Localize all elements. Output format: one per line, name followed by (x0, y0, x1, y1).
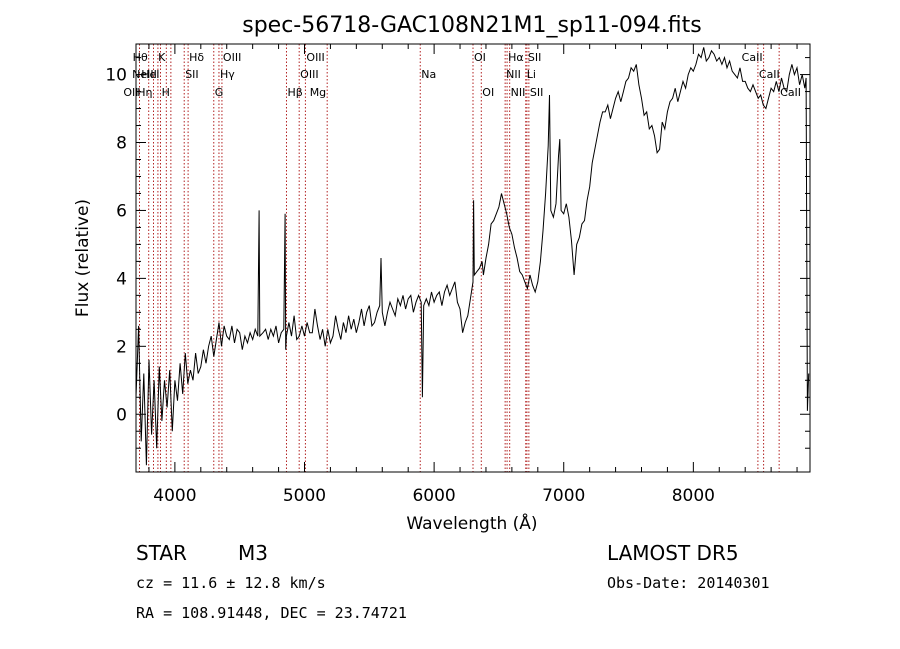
spectral-line-label: Hδ (189, 51, 204, 64)
x-axis-title: Wavelength (Å) (406, 512, 537, 534)
x-tick-label: 6000 (412, 486, 455, 506)
spectrum-series-line (135, 47, 810, 466)
spectral-line-label: NII (511, 86, 526, 99)
chart-title: spec-56718-GAC108N21M1_sp11-094.fits (242, 13, 702, 38)
spectral-line-label: NII (506, 68, 521, 81)
spectral-line-label: OI (474, 51, 486, 64)
spectral-line-label: Mg (310, 86, 326, 99)
x-axis-ticks: 4000 5000 6000 7000 8000 (148, 44, 798, 506)
spectral-line-label: Li (527, 68, 536, 81)
spectral-line-label: Hγ (220, 68, 235, 81)
object-subclass: M3 (238, 541, 268, 565)
spectral-line-label: Hη (137, 86, 152, 99)
y-tick-label: 8 (116, 134, 127, 154)
object-class: STAR (136, 541, 187, 565)
spectral-line-label: Na (421, 68, 436, 81)
spectral-line-label: SII (185, 68, 198, 81)
spectral-line-label: SII (528, 51, 541, 64)
spectral-line-markers (138, 44, 780, 472)
spectral-line-label: CaII (780, 86, 801, 99)
spectral-line-label: SII (530, 86, 543, 99)
spectral-line-labels: OIIHθHηNeIIIHeIKHSIIHδGHγOIIIHβOIIIOIIIM… (123, 51, 801, 99)
spectral-line-label: OI (482, 86, 494, 99)
y-axis-ticks: 0 2 4 6 8 10 (105, 57, 810, 449)
y-tick-label: 2 (116, 337, 127, 357)
spectral-line-label: OIII (300, 68, 318, 81)
plot-frame (135, 43, 811, 473)
y-axis-title: Flux (relative) (73, 199, 93, 317)
ra-dec-coords: RA = 108.91448, DEC = 23.74721 (136, 604, 407, 622)
spectral-line-label: G (215, 86, 224, 99)
survey-label: LAMOST DR5 (607, 541, 739, 565)
observation-date: Obs-Date: 20140301 (607, 574, 770, 592)
spectral-line-label: HeI (141, 68, 159, 81)
spectral-line-label: CaII (759, 68, 780, 81)
y-tick-label: 0 (116, 405, 127, 425)
spectral-line-label: Hα (508, 51, 524, 64)
x-tick-label: 8000 (672, 486, 715, 506)
spectral-line-label: CaII (742, 51, 763, 64)
spectral-line-label: OIII (306, 51, 324, 64)
spectral-line-label: K (158, 51, 166, 64)
x-tick-label: 5000 (283, 486, 326, 506)
redshift-cz: cz = 11.6 ± 12.8 km/s (136, 574, 326, 592)
spectral-line-label: H (162, 86, 170, 99)
spectral-line-label: OIII (223, 51, 241, 64)
y-tick-label: 10 (105, 66, 127, 86)
spectral-line-label: Hβ (287, 86, 302, 99)
x-tick-label: 7000 (542, 486, 585, 506)
spectral-line-label: OII (123, 86, 138, 99)
y-tick-label: 4 (116, 269, 127, 289)
y-tick-label: 6 (116, 201, 127, 221)
x-tick-label: 4000 (153, 486, 196, 506)
